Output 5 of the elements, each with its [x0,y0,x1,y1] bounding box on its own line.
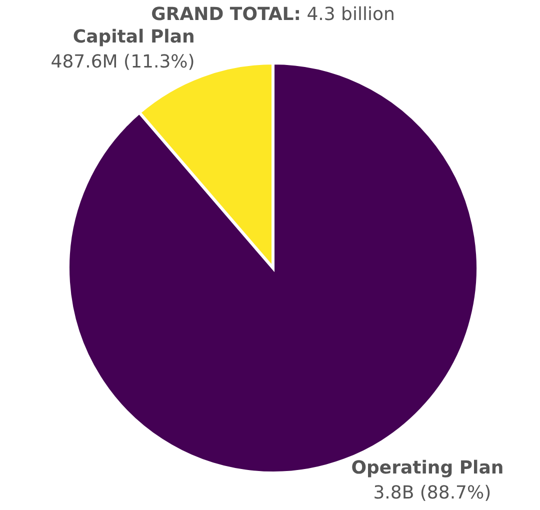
slice-label: Capital Plan [72,26,195,48]
data-label: 3.8B (88.7%) [373,482,492,504]
data-label: 487.6M (11.3%) [50,52,195,73]
slice-label: Operating Plan [351,457,504,478]
chart-title: GRAND TOTAL: 4.3 billion [151,4,395,25]
